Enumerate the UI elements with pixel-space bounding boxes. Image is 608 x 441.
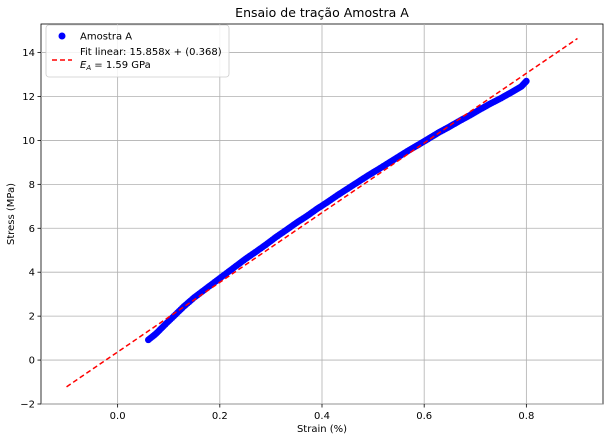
grid-lines <box>41 24 603 405</box>
chart-title: Ensaio de tração Amostra A <box>235 5 409 20</box>
x-tick-label: 0.0 <box>110 411 126 422</box>
y-tick-label: 0 <box>29 356 35 367</box>
y-tick-label: 14 <box>22 48 35 59</box>
legend-box <box>45 24 230 78</box>
legend-label-amostra-a: Amostra A <box>80 32 132 43</box>
y-tick-label: −2 <box>20 400 35 411</box>
y-axis-ticks: −2 0 2 4 6 8 10 12 14 <box>20 48 41 411</box>
legend-marker-amostra-a <box>58 32 66 40</box>
y-axis-title: Stress (MPa) <box>6 183 17 245</box>
x-axis-title: Strain (%) <box>297 424 347 435</box>
y-tick-label: 12 <box>22 92 35 103</box>
plot-series <box>66 37 578 388</box>
y-tick-label: 4 <box>29 268 35 279</box>
y-tick-label: 8 <box>29 180 35 191</box>
legend-label-fit-modulus: EA = 1.59 GPa <box>80 60 151 72</box>
x-tick-label: 0.2 <box>212 411 228 422</box>
fit-line <box>66 37 578 388</box>
legend-label-fit-linear: Fit linear: 15.858x + (0.368) <box>80 47 222 58</box>
data-point <box>523 77 530 85</box>
y-tick-label: 2 <box>29 312 35 323</box>
x-axis-ticks: 0.0 0.2 0.4 0.6 0.8 <box>110 404 534 422</box>
legend: Amostra A Fit linear: 15.858x + (0.368) … <box>45 24 230 78</box>
y-tick-label: 6 <box>29 224 35 235</box>
x-tick-label: 0.8 <box>518 411 534 422</box>
x-tick-label: 0.4 <box>314 411 330 422</box>
y-tick-label: 10 <box>22 136 35 147</box>
series-amostra-a <box>144 77 530 344</box>
x-tick-label: 0.6 <box>416 411 432 422</box>
